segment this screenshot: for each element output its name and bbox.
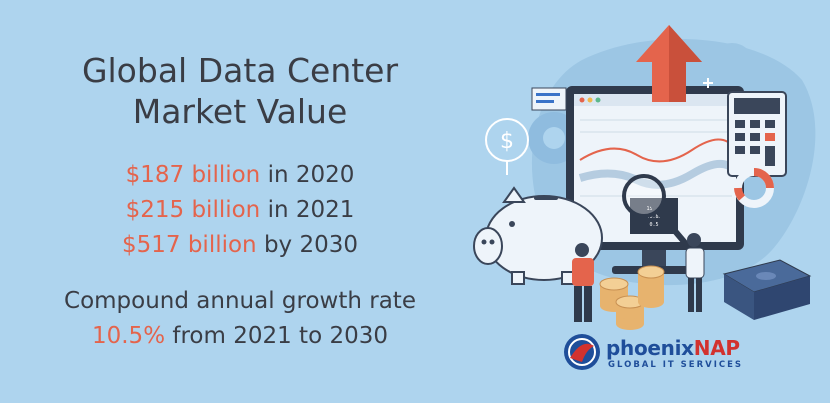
monitor-icon: 15.45 46.83 0.5 xyxy=(566,86,744,274)
calculator-icon xyxy=(727,91,787,177)
page-title: Global Data Center Market Value xyxy=(40,50,440,132)
brand-logo: phoenixNAP GLOBAL IT SERVICES xyxy=(562,332,772,376)
title-line-1: Global Data Center xyxy=(81,51,399,90)
brand-name: phoenixNAP xyxy=(606,336,740,360)
finance-illustration: $ 15.45 46.83 0.5 xyxy=(473,25,816,330)
person-figure xyxy=(572,243,594,322)
stat-value: $187 billion xyxy=(125,162,261,188)
svg-text:$: $ xyxy=(500,129,514,154)
cagr-value: 10.5% xyxy=(91,323,166,349)
stat-value: $517 billion xyxy=(121,232,257,258)
screen-readout: 0.5 xyxy=(649,222,658,228)
stat-2021: $215 billion in 2021 xyxy=(40,193,440,228)
cagr-suffix: from 2021 to 2030 xyxy=(165,323,388,349)
brand-name-part2: NAP xyxy=(693,336,740,360)
pie-chart-icon xyxy=(734,168,774,208)
title-line-2: Market Value xyxy=(132,92,348,131)
market-value-stats: $187 billion in 2020 $215 billion in 202… xyxy=(40,158,440,263)
stat-value: $215 billion xyxy=(125,197,261,223)
person-figure xyxy=(685,233,705,312)
screen-readout: 46.83 xyxy=(646,214,661,220)
cash-stack-icon xyxy=(722,259,812,320)
phoenixnap-logo-icon xyxy=(564,334,600,370)
growth-arrow-icon xyxy=(636,25,702,102)
brand-tagline: GLOBAL IT SERVICES xyxy=(608,360,744,370)
cagr-block: Compound annual growth rate 10.5% from 2… xyxy=(40,284,440,354)
brand-name-part1: phoenix xyxy=(606,336,694,360)
stat-suffix: in 2021 xyxy=(260,197,355,223)
stat-suffix: in 2020 xyxy=(260,162,355,188)
coin-stack-icon xyxy=(599,265,665,330)
stat-2020: $187 billion in 2020 xyxy=(40,158,440,193)
dollar-circle-icon: $ xyxy=(485,118,529,175)
stat-suffix: by 2030 xyxy=(256,232,359,258)
magnifier-icon xyxy=(622,174,689,246)
cagr-line: 10.5% from 2021 to 2030 xyxy=(40,319,440,354)
stat-2030: $517 billion by 2030 xyxy=(40,228,440,263)
cagr-label: Compound annual growth rate xyxy=(64,288,416,314)
